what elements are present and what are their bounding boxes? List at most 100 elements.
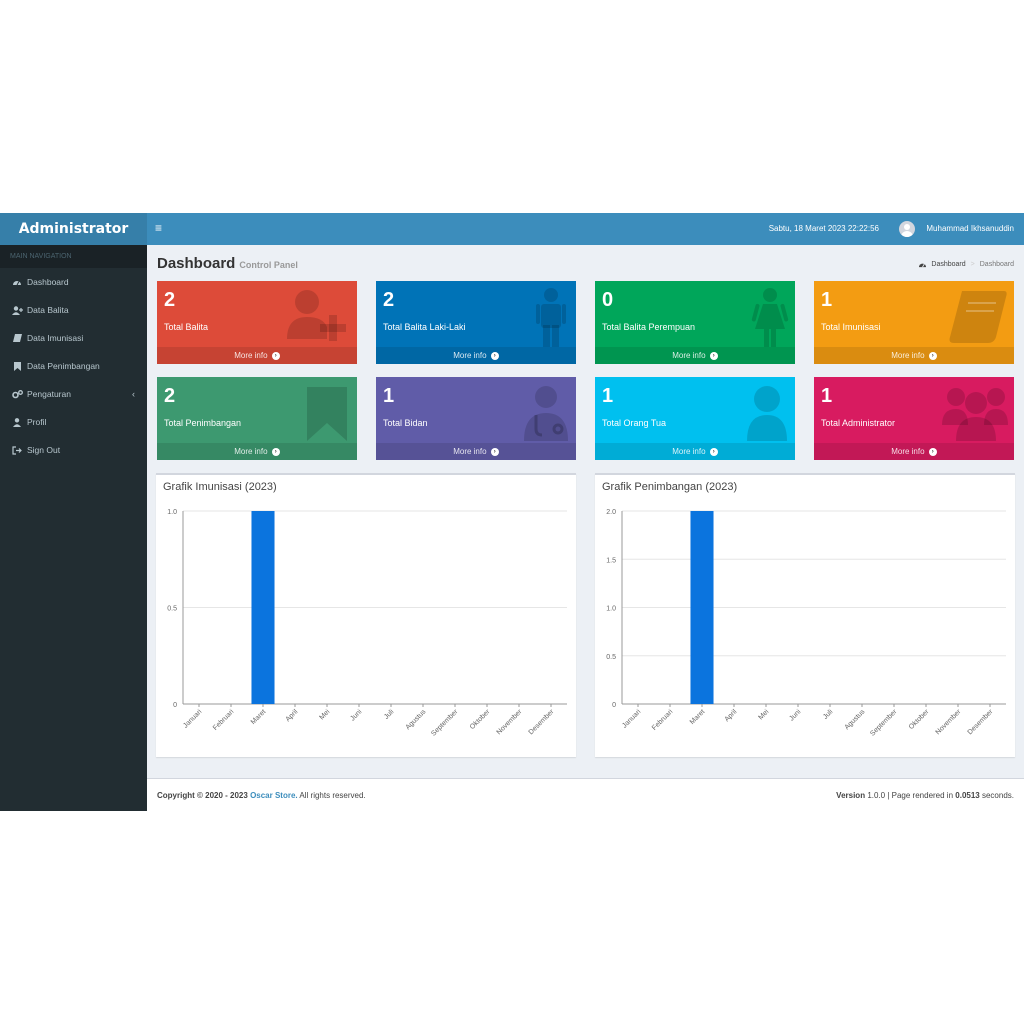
x-tick-label: Februari [651, 708, 675, 732]
stat-value: 1 [821, 385, 833, 407]
bar-chart-imunisasi: 0 0.5 1.0 Januari Februari Maret April Mei Juni J… [167, 509, 567, 738]
sidebar-item-data-penimbangan[interactable]: Data Penimbangan [0, 352, 147, 380]
sidebar-item-sign-out[interactable]: Sign Out [0, 436, 147, 464]
arrow-circle-right-icon: › [271, 351, 280, 360]
stat-label: Total Penimbangan [164, 418, 242, 428]
footer-version: Version 1.0.0 | Page rendered in 0.0513 … [836, 791, 1014, 800]
brand-logo[interactable]: Administrator [0, 213, 147, 245]
user-icon [11, 417, 23, 427]
stat-label: Total Balita Perempuan [602, 322, 696, 332]
breadcrumb-current: Dashboard [979, 261, 1014, 268]
avatar[interactable] [899, 221, 915, 237]
chevron-left-icon: ‹ [132, 389, 135, 399]
chart-title: Grafik Penimbangan (2023) [602, 481, 738, 493]
user-icon [747, 386, 787, 441]
more-info-link[interactable]: More info › [595, 347, 795, 364]
users-icon [942, 388, 1008, 441]
bar[interactable] [690, 511, 714, 704]
sidebar-item-pengaturan[interactable]: Pengaturan ‹ [0, 380, 147, 408]
y-tick-label: 0.5 [606, 654, 616, 661]
arrow-circle-right-icon: › [928, 447, 937, 456]
y-tick-label: 0.5 [167, 606, 177, 613]
page-title: Dashboard Control Panel [157, 255, 298, 272]
footer: Copyright © 2020 - 2023 Oscar Store. All… [147, 778, 1024, 811]
top-navbar: ≡ Sabtu, 18 Maret 2023 22:22:56 Muhammad… [147, 213, 1024, 245]
nav-header: MAIN NAVIGATION [0, 245, 147, 268]
arrow-circle-right-icon: › [490, 351, 499, 360]
page-title-text: Dashboard [157, 255, 236, 272]
x-tick-label: Mei [757, 708, 770, 721]
stat-box-total-orang-tua: 1 Total Orang Tua More info › [595, 377, 795, 460]
stat-label: Total Balita Laki-Laki [383, 322, 466, 332]
sidebar-item-dashboard[interactable]: Dashboard [0, 268, 147, 296]
stat-box-total-balita: 2 Total Balita More info › [157, 281, 357, 364]
y-tick-label: 2.0 [606, 509, 616, 516]
x-tick-label: Maret [689, 708, 707, 726]
x-tick-label: November [496, 708, 524, 736]
male-icon [536, 288, 566, 347]
sidebar-item-profil[interactable]: Profil [0, 408, 147, 436]
x-tick-label: April [724, 708, 739, 723]
x-tick-label: September [430, 708, 460, 738]
sidebar: Administrator MAIN NAVIGATION Dashboard … [0, 213, 147, 811]
dashboard-icon [919, 263, 927, 268]
user-plus-icon [287, 290, 346, 341]
x-tick-label: September [869, 708, 899, 738]
sidebar-item-label: Data Balita [27, 305, 69, 315]
x-tick-label: Maret [250, 708, 268, 726]
more-info-link[interactable]: More info › [376, 347, 576, 364]
breadcrumb-home-link[interactable]: Dashboard [931, 261, 966, 268]
more-info-link[interactable]: More info › [814, 347, 1014, 364]
breadcrumb: Dashboard > Dashboard [918, 261, 1014, 268]
x-tick-label: Oktober [469, 708, 492, 731]
x-tick-label: Agustus [844, 708, 867, 731]
user-menu[interactable]: Muhammad Ikhsanuddin [926, 224, 1014, 233]
sidebar-item-label: Data Imunisasi [27, 333, 84, 343]
stat-value: 2 [383, 289, 395, 311]
stat-box-total-balita-perempuan: 0 Total Balita Perempuan More info › [595, 281, 795, 364]
stat-label: Total Imunisasi [821, 322, 881, 332]
bar[interactable] [251, 511, 275, 704]
x-tick-label: Februari [212, 708, 236, 732]
sidebar-item-data-imunisasi[interactable]: Data Imunisasi [0, 324, 147, 352]
bar-chart-penimbangan: 0 0.5 1.0 1.5 2.0 Januari Februari Maret April Me… [606, 509, 1006, 738]
x-tick-label: Agustus [405, 708, 428, 731]
page-subtitle: Control Panel [239, 260, 298, 270]
main-content: Dashboard Control Panel Dashboard > Dashb… [147, 245, 1024, 778]
more-info-link[interactable]: More info › [157, 347, 357, 364]
more-info-link[interactable]: More info › [595, 443, 795, 460]
stat-label: Total Balita [164, 322, 209, 332]
arrow-circle-right-icon: › [490, 447, 499, 456]
stat-box-total-bidan: 1 Total Bidan More info › [376, 377, 576, 460]
header-datetime: Sabtu, 18 Maret 2023 22:22:56 [768, 224, 879, 233]
sidebar-item-label: Profil [27, 417, 47, 427]
sidebar-toggle-button[interactable]: ≡ [155, 221, 163, 235]
stat-box-total-administrator: 1 Total Administrator More info › [814, 377, 1014, 460]
book-icon [949, 291, 1007, 343]
stat-label: Total Administrator [821, 418, 896, 428]
sidebar-item-label: Dashboard [27, 277, 69, 287]
gears-icon [11, 389, 23, 399]
stat-box-total-penimbangan: 2 Total Penimbangan More info › [157, 377, 357, 460]
stat-value: 1 [602, 385, 614, 407]
x-tick-label: Januari [621, 708, 642, 729]
y-tick-label: 0 [612, 702, 616, 709]
more-info-link[interactable]: More info › [376, 443, 576, 460]
more-info-link[interactable]: More info › [157, 443, 357, 460]
x-tick-label: Oktober [908, 708, 931, 731]
more-info-link[interactable]: More info › [814, 443, 1014, 460]
footer-copyright: Copyright © 2020 - 2023 Oscar Store. All… [157, 791, 366, 800]
y-tick-label: 1.0 [167, 509, 177, 516]
chart-panel-imunisasi: Grafik Imunisasi (2023) 0 0.5 1.0 Januari Fe… [156, 473, 576, 757]
sidebar-item-data-balita[interactable]: Data Balita [0, 296, 147, 324]
stat-box-total-balita-laki-laki: 2 Total Balita Laki-Laki More info › [376, 281, 576, 364]
y-tick-label: 1.0 [606, 606, 616, 613]
sidebar-item-label: Data Penimbangan [27, 361, 100, 371]
stat-label: Total Orang Tua [602, 418, 667, 428]
stat-value: 1 [821, 289, 833, 311]
footer-store-link[interactable]: Oscar Store. [250, 791, 298, 800]
book-icon [11, 333, 23, 343]
stat-value: 0 [602, 289, 614, 311]
app-window: Administrator MAIN NAVIGATION Dashboard … [0, 213, 1024, 811]
bookmark-icon [11, 361, 23, 371]
